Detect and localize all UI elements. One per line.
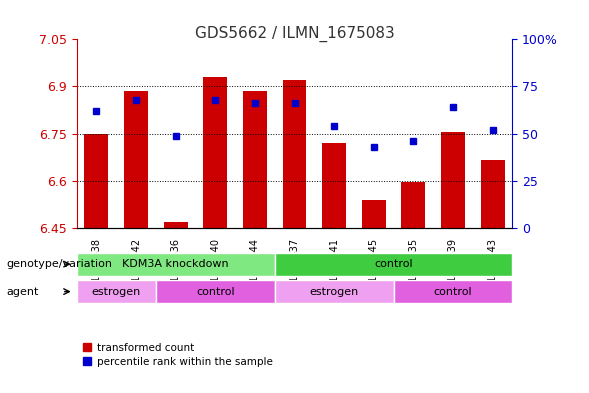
Bar [203,77,227,228]
FancyBboxPatch shape [77,253,274,276]
Text: control: control [374,259,413,269]
Bar [481,160,505,228]
Bar [402,182,425,228]
Bar [362,200,386,228]
FancyBboxPatch shape [77,280,156,303]
FancyBboxPatch shape [156,280,274,303]
Text: control: control [196,287,234,297]
Text: KDM3A knockdown: KDM3A knockdown [123,259,229,269]
Bar [84,134,108,228]
FancyBboxPatch shape [274,280,393,303]
Text: genotype/variation: genotype/variation [6,259,112,269]
Text: agent: agent [6,286,38,297]
FancyBboxPatch shape [393,280,512,303]
Bar [243,91,267,228]
Bar [164,222,187,228]
Bar [283,80,306,228]
Text: GDS5662 / ILMN_1675083: GDS5662 / ILMN_1675083 [194,26,395,42]
Bar [124,91,148,228]
Bar [322,143,346,228]
Bar [441,132,465,228]
Text: control: control [434,287,472,297]
Text: estrogen: estrogen [91,287,141,297]
Legend: transformed count, percentile rank within the sample: transformed count, percentile rank withi… [82,343,273,367]
Text: estrogen: estrogen [309,287,359,297]
FancyBboxPatch shape [274,253,512,276]
